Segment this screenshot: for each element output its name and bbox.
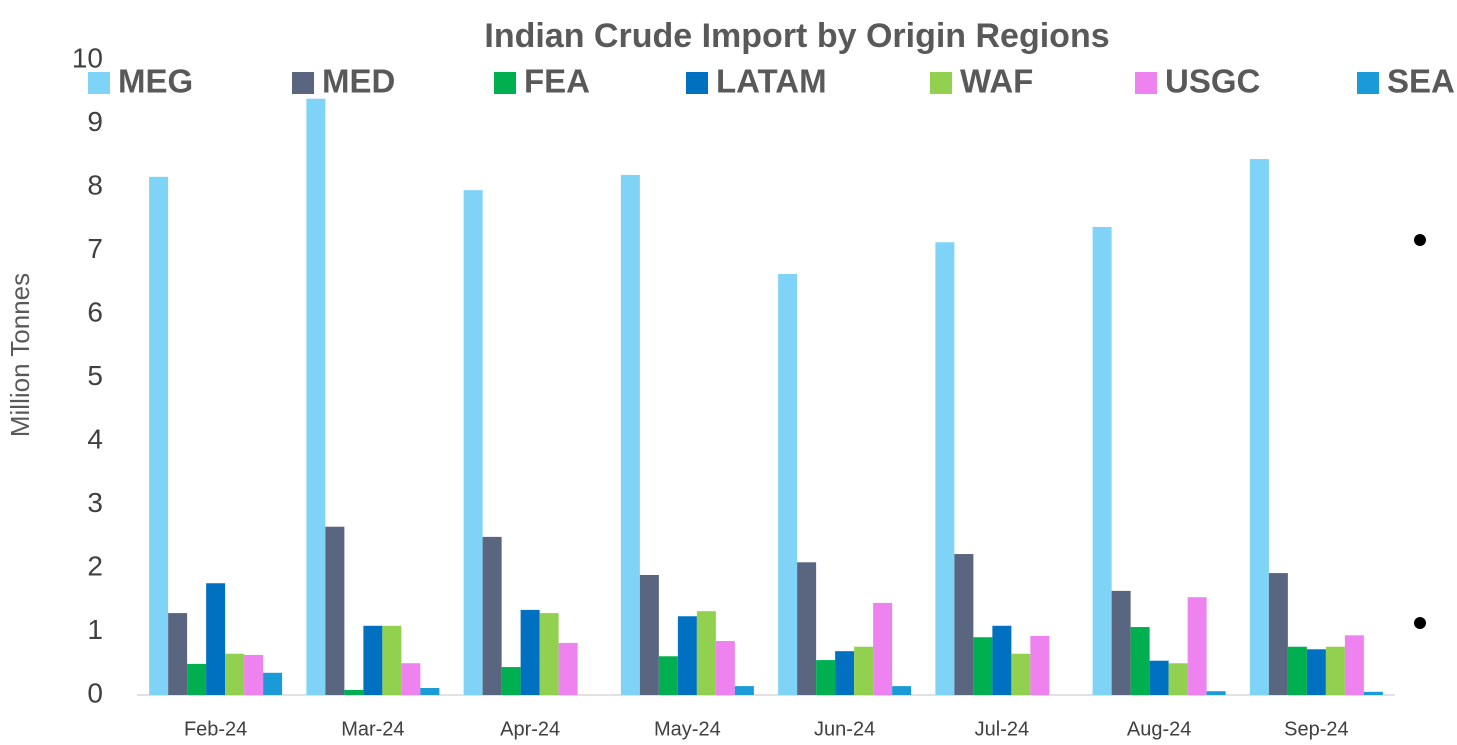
- bar: [854, 646, 874, 695]
- x-tick-label: Jun-24: [814, 718, 875, 740]
- bar: [973, 637, 993, 695]
- bar: [1092, 227, 1112, 695]
- y-tick-label: 8: [87, 169, 103, 200]
- bullet: [1414, 617, 1426, 629]
- bar: [382, 625, 402, 695]
- bar: [1325, 646, 1345, 695]
- legend-label: FEA: [524, 63, 590, 100]
- bar: [168, 613, 188, 695]
- bar: [816, 660, 836, 695]
- bar: [1111, 590, 1131, 695]
- bar: [1030, 635, 1050, 695]
- bar: [1011, 653, 1031, 695]
- bar: [420, 688, 440, 695]
- bar: [715, 641, 735, 695]
- bar: [620, 174, 640, 695]
- bar: [1149, 660, 1169, 695]
- bar: [1168, 663, 1188, 695]
- legend-label: LATAM: [716, 63, 827, 100]
- bar: [206, 583, 226, 695]
- legend-label: USGC: [1165, 63, 1260, 100]
- y-tick-label: 3: [87, 487, 103, 518]
- bar: [873, 602, 893, 695]
- legend-label: WAF: [960, 63, 1033, 100]
- x-tick-label: Aug-24: [1127, 718, 1192, 740]
- bar: [1187, 597, 1207, 695]
- legend-label: MED: [322, 63, 395, 100]
- x-tick-label: Jul-24: [975, 718, 1029, 740]
- bullet: [1414, 234, 1426, 246]
- legend-swatch: [494, 72, 516, 94]
- bar: [1249, 159, 1269, 695]
- bar: [363, 625, 383, 695]
- y-tick-label: 7: [87, 233, 103, 264]
- bar: [482, 536, 502, 695]
- bar: [520, 609, 540, 695]
- bar: [935, 242, 955, 695]
- legend-label: SEA: [1387, 63, 1455, 100]
- bar: [677, 616, 697, 695]
- legend-swatch: [292, 72, 314, 94]
- bar: [244, 654, 264, 695]
- y-tick-label: 0: [87, 677, 103, 708]
- x-tick-label: May-24: [654, 718, 721, 740]
- x-tick-label: Apr-24: [500, 718, 560, 740]
- bar: [263, 672, 283, 695]
- bar: [778, 273, 798, 695]
- bar: [401, 663, 421, 695]
- legend-swatch: [1135, 72, 1157, 94]
- bar: [225, 653, 245, 695]
- bar: [539, 613, 559, 695]
- bar: [325, 526, 345, 695]
- y-tick-label: 5: [87, 360, 103, 391]
- bar: [558, 642, 578, 695]
- bar: [149, 176, 169, 696]
- bar: [992, 625, 1012, 695]
- bar: [1363, 691, 1383, 695]
- bar: [658, 656, 678, 695]
- y-tick-label: 10: [72, 42, 103, 73]
- bar: [344, 689, 364, 695]
- y-tick-label: 2: [87, 550, 103, 581]
- bar: [892, 686, 912, 695]
- bar: [696, 611, 716, 695]
- bar: [1268, 573, 1288, 695]
- bar: [1206, 691, 1226, 695]
- bar: [797, 562, 817, 695]
- bar: [463, 190, 483, 696]
- bar: [734, 686, 754, 695]
- y-tick-label: 9: [87, 106, 103, 137]
- legend-swatch: [686, 72, 708, 94]
- x-tick-label: Mar-24: [341, 718, 404, 740]
- bar: [501, 667, 521, 695]
- legend-swatch: [88, 72, 110, 94]
- y-axis-label: Million Tonnes: [5, 273, 35, 437]
- x-tick-label: Feb-24: [184, 718, 247, 740]
- bar: [187, 663, 207, 695]
- bar: [1344, 635, 1364, 695]
- bar: [835, 651, 855, 695]
- legend-label: MEG: [118, 63, 193, 100]
- legend-swatch: [1357, 72, 1379, 94]
- bar: [954, 554, 974, 695]
- bar: [1130, 627, 1150, 695]
- legend-swatch: [930, 72, 952, 94]
- x-tick-label: Sep-24: [1284, 718, 1349, 740]
- bar: [639, 574, 659, 695]
- y-tick-label: 4: [87, 423, 103, 454]
- y-tick-label: 1: [87, 614, 103, 645]
- chart-title: Indian Crude Import by Origin Regions: [484, 17, 1109, 55]
- bar: [306, 98, 326, 696]
- y-tick-label: 6: [87, 296, 103, 327]
- bar: [1306, 649, 1326, 695]
- bar: [1287, 646, 1307, 695]
